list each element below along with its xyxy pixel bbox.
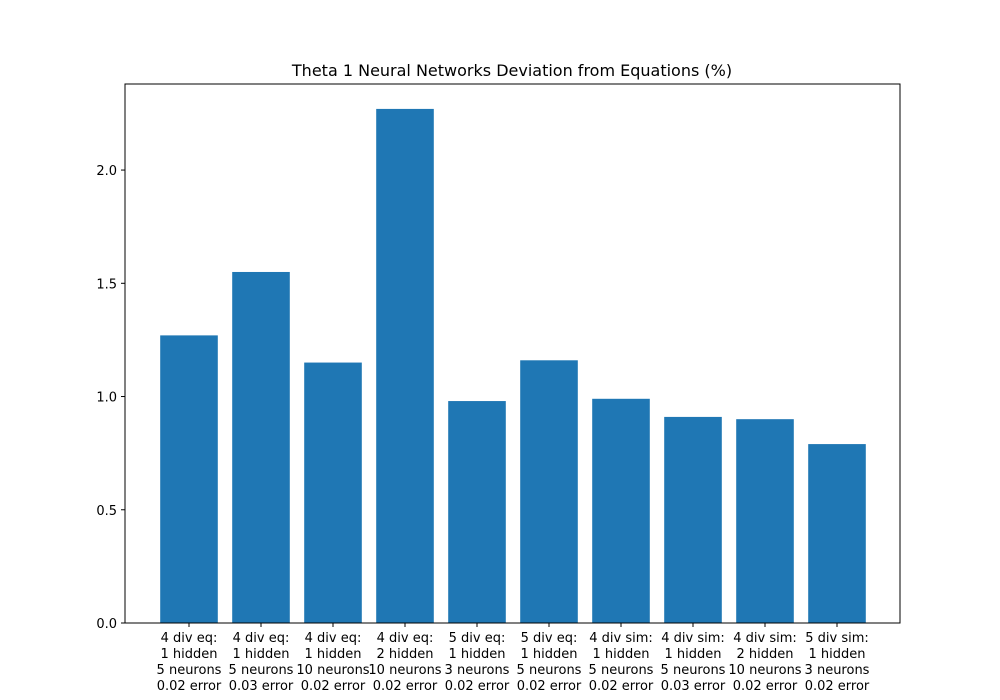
bar-7 [592, 398, 650, 623]
x-tick-label: 4 div sim: 1 hidden 5 neurons 0.02 error [589, 631, 654, 694]
y-tick-label: 2.0 [96, 164, 117, 179]
y-axis: 0.0 0.5 1.0 1.5 2.0 [96, 164, 125, 632]
bar-6 [520, 360, 578, 623]
bar-8 [664, 416, 722, 623]
x-tick-label: 4 div eq: 1 hidden 5 neurons 0.02 error [157, 631, 222, 694]
y-tick-label: 0.5 [96, 504, 117, 519]
bar-9 [736, 419, 794, 623]
bar-10 [808, 444, 866, 623]
x-tick-label: 4 div sim: 1 hidden 5 neurons 0.03 error [661, 631, 726, 694]
y-tick-label: 0.0 [96, 617, 117, 632]
bar-5 [448, 401, 506, 623]
bar-1 [160, 335, 218, 623]
x-tick-label: 5 div eq: 1 hidden 5 neurons 0.02 error [517, 631, 582, 694]
chart-title: Theta 1 Neural Networks Deviation from E… [291, 61, 732, 80]
bar-3 [304, 362, 362, 623]
plot-frame [124, 83, 901, 624]
bar-2 [232, 271, 290, 623]
x-tick-label: 5 div eq: 1 hidden 3 neurons 0.02 error [445, 631, 510, 694]
x-tick-label: 4 div eq: 1 hidden 5 neurons 0.03 error [229, 631, 294, 694]
bar-4 [376, 108, 434, 624]
y-tick-label: 1.0 [96, 391, 117, 406]
x-tick-label: 4 div eq: 1 hidden 10 neurons 0.02 error [296, 631, 369, 694]
x-tick-label: 4 div eq: 2 hidden 10 neurons 0.02 error [368, 631, 441, 694]
y-tick-label: 1.5 [96, 277, 117, 292]
bars-group [160, 108, 866, 624]
x-tick-label: 4 div sim: 2 hidden 10 neurons 0.02 error [728, 631, 801, 694]
x-tick-label: 5 div sim: 1 hidden 3 neurons 0.02 error [805, 631, 870, 694]
